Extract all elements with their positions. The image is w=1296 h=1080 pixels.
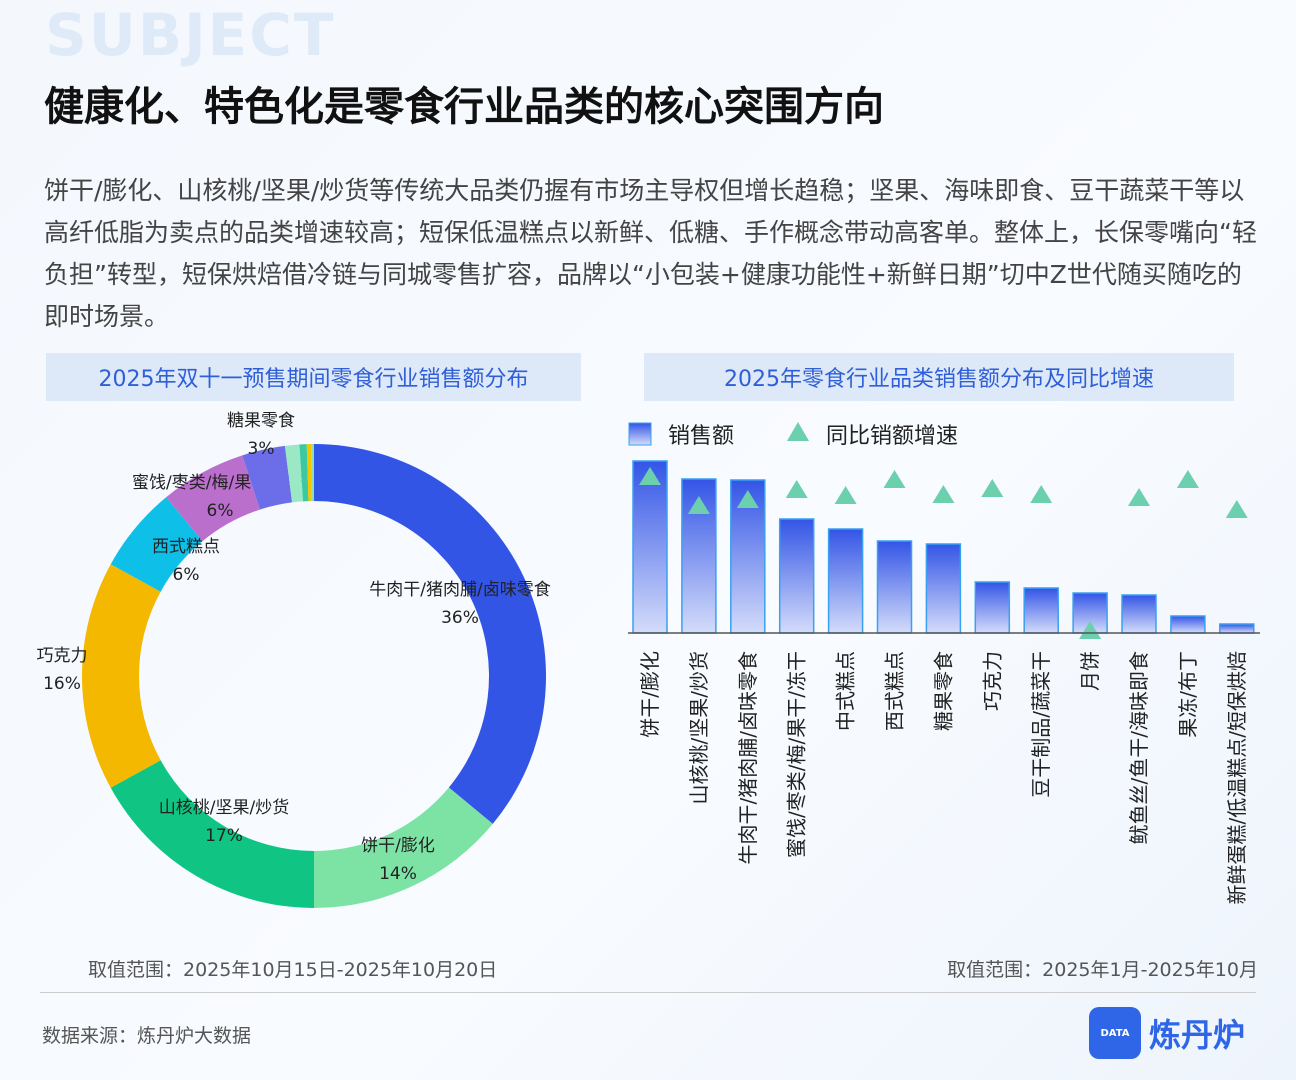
growth-marker bbox=[834, 486, 857, 504]
category-label: 山核桃/坚果/炒货 bbox=[687, 651, 711, 804]
legend-triangle-swatch bbox=[787, 422, 809, 441]
category-label: 蜜饯/枣类/梅/果干/冻干 bbox=[785, 651, 809, 858]
slice-value: 6% bbox=[207, 501, 234, 521]
donut-slice bbox=[306, 444, 312, 502]
category-label: 月饼 bbox=[1078, 651, 1102, 691]
donut-slice bbox=[311, 444, 314, 502]
category-label: 豆干制品/蔬菜干 bbox=[1029, 651, 1053, 798]
category-label: 饼干/膨化 bbox=[638, 651, 662, 738]
bar bbox=[925, 543, 962, 634]
slice-value: 16% bbox=[43, 674, 81, 694]
slice-label: 糖果零食 bbox=[227, 411, 295, 431]
slice-label: 山核桃/坚果/炒货 bbox=[159, 798, 289, 818]
bar bbox=[1121, 594, 1157, 634]
category-label: 巧克力 bbox=[980, 651, 1004, 711]
growth-marker bbox=[1176, 470, 1199, 488]
growth-marker bbox=[883, 470, 906, 488]
bar bbox=[1170, 615, 1206, 634]
slice-value: 3% bbox=[248, 439, 275, 459]
bar bbox=[632, 460, 668, 634]
growth-marker bbox=[1030, 485, 1053, 503]
bar-title: 2025年零食行业品类销售额分布及同比增速 bbox=[644, 353, 1234, 401]
slice-value: 14% bbox=[379, 864, 417, 884]
donut-note: 取值范围：2025年10月15日-2025年10月20日 bbox=[88, 959, 498, 981]
category-label: 果冻/布丁 bbox=[1176, 651, 1200, 738]
category-label: 牛肉干/猪肉脯/卤味零食 bbox=[736, 651, 760, 864]
brand-name: 炼丹炉 bbox=[1149, 1016, 1246, 1054]
category-label: 新鲜蛋糕/低温糕点/短保烘焙 bbox=[1225, 651, 1249, 904]
slice-value: 6% bbox=[173, 565, 200, 585]
slice-label: 牛肉干/猪肉脯/卤味零食 bbox=[369, 580, 550, 600]
page-title: 健康化、特色化是零食行业品类的核心突围方向 bbox=[44, 84, 884, 130]
category-label: 糖果零食 bbox=[931, 651, 955, 731]
donut-chart: 牛肉干/猪肉脯/卤味零食 36% 饼干/膨化 14% 山核桃/坚果/炒货 17% 巧克力 16… bbox=[37, 411, 551, 908]
category-label: 中式糕点 bbox=[834, 651, 858, 731]
bar bbox=[1219, 623, 1255, 634]
category-label: 鱿鱼丝/鱼干/海味即食 bbox=[1127, 651, 1151, 844]
legend-bar-swatch bbox=[628, 422, 652, 446]
donut-slice bbox=[314, 787, 493, 908]
donut-slice bbox=[82, 564, 161, 788]
slice-label: 西式糕点 bbox=[152, 537, 220, 557]
growth-marker bbox=[736, 490, 759, 508]
logo-icon: DATA bbox=[1089, 1007, 1141, 1059]
data-source: 数据来源：炼丹炉大数据 bbox=[42, 1025, 252, 1047]
slice-value: 36% bbox=[441, 608, 479, 628]
legend-bar-label: 销售额 bbox=[668, 424, 734, 449]
donut-slice bbox=[110, 760, 314, 908]
description: 饼干/膨化、山核桃/坚果/炒货等传统大品类仍握有市场主导权但增长趋稳；坚果、海味… bbox=[44, 176, 1257, 331]
growth-marker bbox=[1225, 500, 1248, 518]
growth-marker bbox=[1128, 488, 1150, 506]
bar bbox=[974, 581, 1011, 634]
category-label: 西式糕点 bbox=[883, 651, 907, 731]
donut-slice bbox=[166, 455, 260, 542]
bar bbox=[827, 528, 864, 634]
bar bbox=[876, 540, 913, 634]
watermark: SUBJECT bbox=[45, 1, 336, 69]
donut-title: 2025年双十一预售期间零食行业销售额分布 bbox=[46, 353, 581, 401]
slice-value: 17% bbox=[205, 826, 243, 846]
donut-slice bbox=[110, 497, 203, 592]
donut-slice bbox=[284, 444, 304, 503]
growth-marker bbox=[687, 496, 710, 514]
legend-growth-label: 同比销额增速 bbox=[826, 424, 958, 449]
slice-label: 饼干/膨化 bbox=[361, 836, 435, 856]
growth-marker bbox=[932, 485, 955, 503]
donut-slice bbox=[242, 445, 293, 510]
bar bbox=[1023, 587, 1059, 634]
bar-note: 取值范围：2025年1月-2025年10月 bbox=[947, 959, 1258, 981]
growth-marker bbox=[785, 480, 808, 498]
growth-marker bbox=[639, 467, 661, 485]
donut-slice bbox=[314, 444, 546, 824]
growth-marker bbox=[981, 479, 1004, 497]
brand-logo: DATA 炼丹炉 bbox=[1089, 1007, 1245, 1059]
donut-slice bbox=[299, 444, 309, 502]
bar bbox=[778, 518, 815, 634]
slice-label: 巧克力 bbox=[37, 646, 88, 666]
growth-marker bbox=[1079, 621, 1102, 639]
divider bbox=[40, 992, 1256, 993]
